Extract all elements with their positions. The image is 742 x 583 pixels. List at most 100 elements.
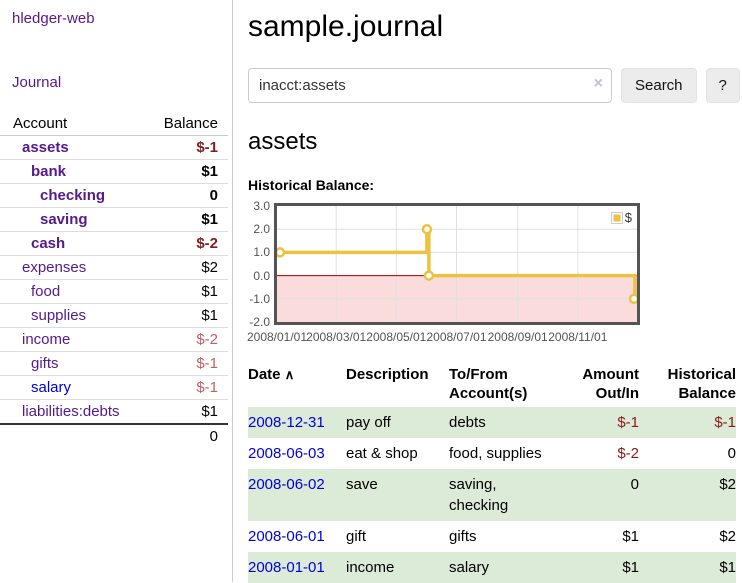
tofrom-header: To/From Account(s) (449, 366, 528, 402)
sidebar-item-journal[interactable]: Journal (12, 74, 62, 91)
transaction-date-link[interactable]: 2008-06-02 (248, 476, 325, 493)
search-button[interactable]: Search (621, 68, 697, 103)
chart-title: Historical Balance: (248, 177, 375, 193)
account-balance: $1 (201, 403, 218, 420)
transaction-amount: $1 (622, 528, 639, 545)
account-link-expenses[interactable]: expenses (22, 259, 87, 276)
transaction-amount: 0 (630, 476, 639, 493)
sort-by-date[interactable]: Date ∧ (248, 366, 294, 383)
transaction-balance: $2 (719, 476, 736, 493)
account-link-supplies[interactable]: supplies (31, 307, 87, 324)
register-header-row: Date ∧ Description To/From Account(s) Am… (248, 363, 736, 407)
transaction-accounts: gifts (449, 528, 477, 545)
chart-y-axis: 3.0 2.0 1.0 0.0 -1.0 -2.0 (249, 199, 270, 329)
transaction-row: 2008-01-01 income salary $1 $1 (248, 552, 736, 583)
transaction-row: 2008-06-01 gift gifts $1 $2 (248, 521, 736, 552)
account-row: salary $-1 (0, 376, 228, 400)
transaction-accounts: debts (449, 414, 486, 431)
search-bar: × Search ? (248, 68, 742, 103)
chart-canvas (277, 206, 637, 322)
account-balance: $-2 (196, 331, 218, 348)
account-row: gifts $-1 (0, 352, 228, 376)
accounts-total-row: 0 (0, 423, 228, 448)
transaction-description: pay off (346, 414, 391, 431)
account-row: checking 0 (0, 184, 228, 208)
help-button[interactable]: ? (705, 68, 740, 103)
transaction-row: 2008-06-03 eat & shop food, supplies $-2… (248, 438, 736, 469)
account-balance: 0 (209, 187, 218, 204)
account-balance: $1 (201, 163, 218, 180)
clear-search-icon[interactable]: × (593, 75, 603, 92)
account-link-gifts[interactable]: gifts (31, 355, 59, 372)
transaction-date-link[interactable]: 2008-01-01 (248, 559, 325, 576)
transaction-accounts: food, supplies (449, 445, 542, 462)
register-table: Date ∧ Description To/From Account(s) Am… (248, 363, 736, 583)
accounts-header-balance: Balance (163, 115, 218, 132)
account-row: income $-2 (0, 328, 228, 352)
main-content: sample.journal × Search ? assets Histori… (233, 0, 742, 583)
accounts-header-row: Account Balance (0, 112, 228, 136)
transaction-balance: $2 (719, 528, 736, 545)
search-input[interactable] (248, 68, 612, 103)
transaction-balance: 0 (727, 445, 736, 462)
account-balance: $-2 (196, 235, 218, 252)
account-row: bank $1 (0, 160, 228, 184)
page-title: sample.journal (248, 10, 444, 43)
description-header: Description (346, 366, 429, 383)
transaction-amount: $1 (622, 559, 639, 576)
transaction-balance: $1 (719, 559, 736, 576)
transaction-description: save (346, 476, 378, 493)
account-link-assets[interactable]: assets (22, 139, 69, 156)
account-link-cash[interactable]: cash (31, 235, 66, 252)
amount-header: Amount Out/In (582, 366, 639, 402)
sidebar: hledger-web Journal Account Balance asse… (0, 0, 233, 582)
transaction-amount: $-2 (617, 445, 639, 462)
account-row: expenses $2 (0, 256, 228, 280)
account-link-checking[interactable]: checking (40, 187, 106, 204)
account-row: liabilities:debts $1 (0, 400, 228, 424)
chart-plot-area[interactable]: $ (274, 203, 640, 325)
transaction-accounts: saving, checking (449, 476, 509, 514)
transaction-row: 2008-06-02 save saving, checking 0 $2 (248, 469, 736, 521)
account-link-income[interactable]: income (22, 331, 71, 348)
account-row: assets $-1 (0, 136, 228, 160)
accounts-table: Account Balance assets $-1 bank $1 check… (0, 112, 232, 448)
accounts-header-account: Account (13, 115, 68, 132)
legend-label: $ (624, 210, 632, 225)
account-row: saving $1 (0, 208, 228, 232)
account-row: cash $-2 (0, 232, 228, 256)
account-balance: $-1 (196, 379, 218, 396)
account-link-food[interactable]: food (31, 283, 61, 300)
account-heading: assets (248, 128, 318, 155)
transaction-date-link[interactable]: 2008-12-31 (248, 414, 325, 431)
transaction-row: 2008-12-31 pay off debts $-1 $-1 (248, 407, 736, 438)
account-balance: $-1 (196, 139, 218, 156)
transaction-date-link[interactable]: 2008-06-03 (248, 445, 325, 462)
account-link-saving[interactable]: saving (40, 211, 88, 228)
account-link-liabilities-debts[interactable]: liabilities:debts (22, 403, 120, 420)
transaction-balance: $-1 (714, 414, 736, 431)
legend-swatch-icon (610, 211, 623, 224)
transaction-description: income (346, 559, 395, 576)
app-brand-link[interactable]: hledger-web (12, 10, 95, 27)
historical-header: Historical Balance (667, 366, 736, 402)
transaction-accounts: salary (449, 559, 490, 576)
account-row: food $1 (0, 280, 228, 304)
account-link-bank[interactable]: bank (31, 163, 67, 180)
account-balance: $1 (201, 211, 218, 228)
accounts-total-balance: 0 (209, 428, 218, 445)
account-balance: $1 (201, 307, 218, 324)
transaction-description: gift (346, 528, 367, 545)
transaction-description: eat & shop (346, 445, 418, 462)
sort-asc-icon: ∧ (284, 367, 295, 382)
account-balance: $2 (201, 259, 218, 276)
date-header-label: Date (248, 366, 281, 383)
transaction-amount: $-1 (617, 414, 639, 431)
account-balance: $1 (201, 283, 218, 300)
account-balance: $-1 (196, 355, 218, 372)
chart-legend: $ (608, 209, 634, 226)
transaction-date-link[interactable]: 2008-06-01 (248, 528, 325, 545)
historical-balance-chart: 3.0 2.0 1.0 0.0 -1.0 -2.0 $ 2008/01/01 2008/03… (247, 199, 728, 350)
account-link-salary[interactable]: salary (31, 379, 72, 396)
